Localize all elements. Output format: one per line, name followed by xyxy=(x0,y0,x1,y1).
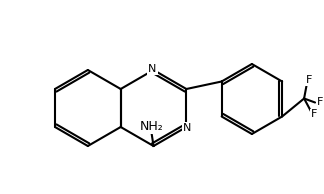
Text: N: N xyxy=(148,64,157,74)
Text: N: N xyxy=(183,123,191,133)
Text: F: F xyxy=(306,75,312,86)
Text: F: F xyxy=(317,98,323,107)
Text: F: F xyxy=(311,109,317,120)
Text: NH₂: NH₂ xyxy=(140,120,163,133)
